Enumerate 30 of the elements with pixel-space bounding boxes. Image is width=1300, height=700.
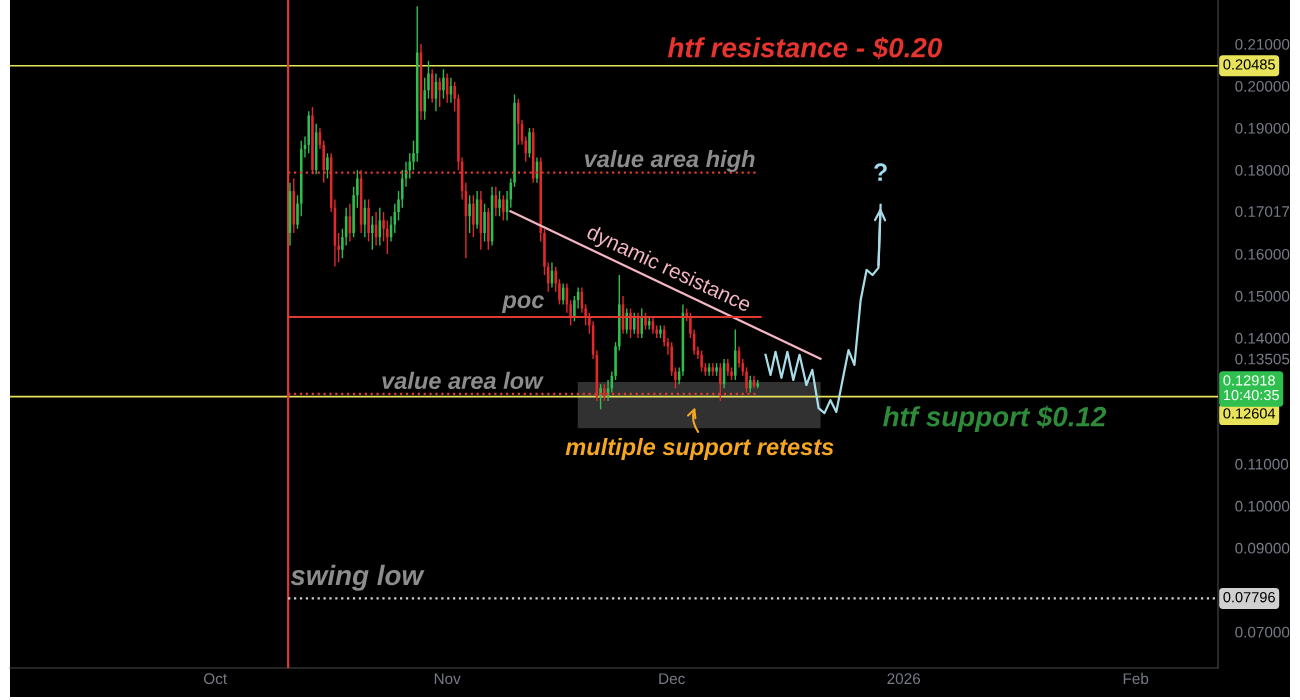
x-tick-label: Oct: [204, 673, 227, 685]
y-tick-label: 0.09000: [1235, 542, 1290, 554]
annotation: multiple support retests: [565, 437, 834, 460]
y-tick-label: 0.15000: [1235, 290, 1290, 302]
y-tick-label: 0.21000: [1235, 38, 1290, 50]
annotation: poc: [501, 295, 545, 313]
annotation: value area low: [382, 371, 544, 390]
annotation: htf resistance - $0.20: [667, 36, 943, 60]
y-tick-label: 0.17017: [1235, 206, 1290, 217]
x-tick-label: Nov: [434, 673, 461, 685]
y-tick-label: 0.14000: [1235, 332, 1290, 344]
annotation: ?: [874, 163, 887, 181]
y-tick-label: 0.07000: [1235, 626, 1290, 638]
y-tick-label: 0.20000: [1235, 80, 1290, 92]
x-tick-label: Dec: [659, 673, 685, 685]
data-label: 0.07796: [1223, 592, 1275, 603]
y-tick-label: 0.19000: [1235, 122, 1290, 134]
y-tick-label: 0.16000: [1235, 248, 1290, 260]
x-tick-label: Feb: [1123, 672, 1149, 685]
y-tick-label: 0.13505: [1235, 353, 1290, 365]
y-tick-label: 0.11000: [1235, 458, 1289, 470]
ref-line-label: 0.20485: [1223, 59, 1275, 70]
annotation: swing low: [290, 564, 425, 591]
y-tick-label: 0.10000: [1235, 500, 1290, 512]
annotation: value area high: [584, 149, 755, 172]
x-tick-label: 2026: [887, 673, 921, 685]
ref-line-label: 0.12604: [1223, 408, 1276, 419]
annotation: htf support $0.12: [883, 405, 1107, 433]
y-tick-label: 0.18000: [1235, 164, 1290, 176]
text: 0.12918 10:40:35: [1223, 375, 1279, 401]
